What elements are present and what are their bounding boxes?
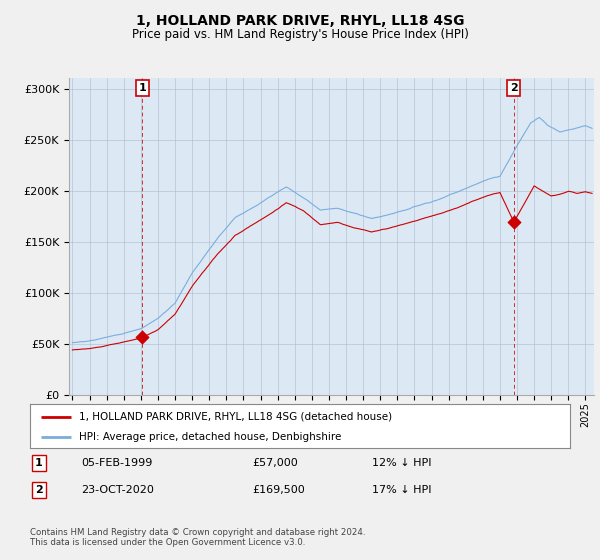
Text: 1: 1	[139, 83, 146, 93]
Text: 12% ↓ HPI: 12% ↓ HPI	[372, 458, 431, 468]
Text: £57,000: £57,000	[252, 458, 298, 468]
Text: 1, HOLLAND PARK DRIVE, RHYL, LL18 4SG (detached house): 1, HOLLAND PARK DRIVE, RHYL, LL18 4SG (d…	[79, 412, 392, 422]
Text: Contains HM Land Registry data © Crown copyright and database right 2024.
This d: Contains HM Land Registry data © Crown c…	[30, 528, 365, 547]
Point	[137, 332, 147, 341]
Text: 2: 2	[35, 485, 43, 495]
Point	[509, 217, 518, 226]
Text: 1: 1	[35, 458, 43, 468]
Text: 17% ↓ HPI: 17% ↓ HPI	[372, 485, 431, 495]
Text: 23-OCT-2020: 23-OCT-2020	[81, 485, 154, 495]
Text: HPI: Average price, detached house, Denbighshire: HPI: Average price, detached house, Denb…	[79, 432, 341, 442]
Text: 2: 2	[510, 83, 518, 93]
Text: £169,500: £169,500	[252, 485, 305, 495]
Text: 1, HOLLAND PARK DRIVE, RHYL, LL18 4SG: 1, HOLLAND PARK DRIVE, RHYL, LL18 4SG	[136, 14, 464, 28]
Text: 05-FEB-1999: 05-FEB-1999	[81, 458, 152, 468]
Text: Price paid vs. HM Land Registry's House Price Index (HPI): Price paid vs. HM Land Registry's House …	[131, 28, 469, 41]
